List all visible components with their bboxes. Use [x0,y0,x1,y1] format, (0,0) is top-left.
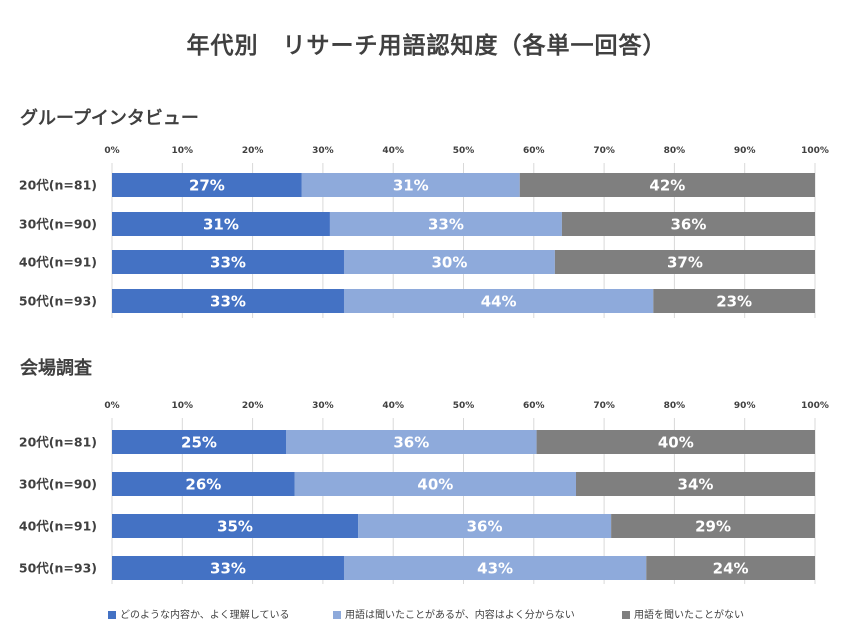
gi-bar-s3-r2 [554,250,815,274]
gi-bar-s2-r0 [301,173,520,197]
gi-category-label-1: 30代(n=90) [19,217,97,232]
cls-data-label-s2-r1: 40% [417,476,453,494]
cls-bar-s3-r2 [611,514,815,538]
cls-x-tick-label-9: 90% [734,401,756,411]
gi-category-label-2: 40代(n=91) [19,255,97,270]
cls-x-tick-label-5: 50% [453,401,475,411]
legend-item-1: どのような内容か、よく理解している [108,606,290,621]
gi-data-label-s2-r2: 30% [431,254,467,272]
legend-swatch-2 [333,611,341,619]
gi-bar-s2-r2 [343,250,555,274]
gi-bar-s1-r1 [112,212,330,236]
gi-bar-s2-r3 [343,289,654,313]
cls-bar-s3-r0 [536,430,815,454]
legend-swatch-3 [622,611,630,619]
cls-category-label-2: 40代(n=91) [19,519,97,534]
cls-data-label-s2-r0: 36% [393,434,429,452]
cls-data-label-s3-r0: 40% [658,434,694,452]
gi-x-tick-label-0: 0% [104,146,119,156]
chart-title: 年代別 リサーチ用語認知度（各単一回答） [186,33,667,59]
gi-data-label-s3-r2: 37% [667,254,703,272]
cls-x-tick-label-6: 60% [523,401,545,411]
cls-data-label-s1-r2: 35% [217,518,253,536]
gi-x-tick-label-6: 60% [523,146,545,156]
gi-data-label-s1-r3: 33% [210,293,246,311]
legend-swatch-1 [108,611,116,619]
gi-data-label-s2-r0: 31% [393,177,429,195]
cls-x-tick-label-4: 40% [382,401,404,411]
cls-bar-s1-r3 [112,556,344,580]
cls-bar-s3-r1 [575,472,815,496]
cls-bar-s1-r1 [112,472,295,496]
gi-data-label-s1-r0: 27% [189,177,225,195]
cls-bar-s1-r2 [112,514,359,538]
gi-data-label-s2-r1: 33% [428,216,464,234]
cls-category-label-3: 50代(n=93) [19,561,97,576]
gi-data-label-s2-r3: 44% [481,293,517,311]
cls-category-label-1: 30代(n=90) [19,477,97,492]
cls-data-label-s1-r0: 25% [181,434,217,452]
gi-data-label-s1-r1: 31% [203,216,239,234]
cls-x-tick-label-2: 20% [242,401,264,411]
cls-data-label-s2-r3: 43% [477,560,513,578]
cls-x-tick-label-1: 10% [172,401,194,411]
legend-item-2: 用語は聞いたことがあるが、内容はよく分からない [333,606,575,621]
cls-x-tick-label-8: 80% [664,401,686,411]
gi-x-tick-label-8: 80% [664,146,686,156]
cls-data-label-s2-r2: 36% [467,518,503,536]
legend-label-1: どのような内容か、よく理解している [120,610,290,621]
gi-x-tick-label-2: 20% [242,146,264,156]
cls-x-tick-label-0: 0% [104,401,119,411]
gi-data-label-s3-r0: 42% [649,177,685,195]
gi-x-tick-label-10: 100% [801,146,829,156]
section-title-group-interview: グループインタビュー [20,108,199,129]
cls-bar-s2-r2 [358,514,612,538]
gi-bar-s1-r2 [112,250,344,274]
cls-x-tick-label-7: 70% [593,401,615,411]
gi-bar-s1-r3 [112,289,344,313]
cls-bar-s1-r0 [112,430,287,454]
gi-bar-s2-r1 [329,212,562,236]
gi-x-tick-label-3: 30% [312,146,334,156]
gi-data-label-s1-r2: 33% [210,254,246,272]
cls-x-tick-label-10: 100% [801,401,829,411]
gi-x-tick-label-9: 90% [734,146,756,156]
gi-x-tick-label-4: 40% [382,146,404,156]
section-title-venue-survey: 会場調査 [20,358,92,379]
gi-bar-s1-r0 [112,173,302,197]
cls-bar-s2-r1 [294,472,576,496]
cls-data-label-s3-r2: 29% [695,518,731,536]
cls-data-label-s3-r3: 24% [713,560,749,578]
cls-category-label-0: 20代(n=81) [19,435,97,450]
cls-bar-s2-r3 [343,556,647,580]
gi-data-label-s3-r3: 23% [716,293,752,311]
gi-bar-s3-r0 [519,173,815,197]
gi-category-label-0: 20代(n=81) [19,178,97,193]
gi-x-tick-label-7: 70% [593,146,615,156]
cls-bar-s2-r0 [286,430,537,454]
gi-bar-s3-r1 [561,212,815,236]
gi-x-tick-label-5: 50% [453,146,475,156]
gi-x-tick-label-1: 10% [172,146,194,156]
legend-label-2: 用語は聞いたことがあるが、内容はよく分からない [345,610,575,621]
cls-data-label-s3-r1: 34% [678,476,714,494]
cls-data-label-s1-r1: 26% [185,476,221,494]
legend-label-3: 用語を聞いたことがない [634,610,744,621]
legend-item-3: 用語を聞いたことがない [622,606,744,621]
gi-bar-s3-r3 [653,289,815,313]
cls-x-tick-label-3: 30% [312,401,334,411]
cls-data-label-s1-r3: 33% [210,560,246,578]
cls-bar-s3-r3 [646,556,815,580]
gi-category-label-3: 50代(n=93) [19,294,97,309]
gi-data-label-s3-r1: 36% [671,216,707,234]
